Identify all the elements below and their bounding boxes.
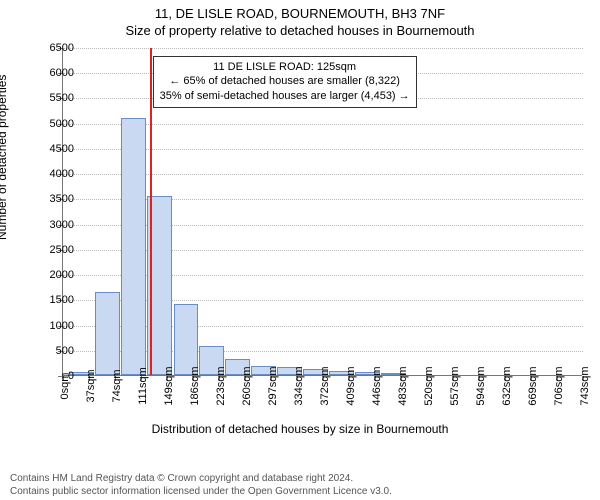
y-tick-label: 1500 — [34, 294, 74, 306]
y-tick-label: 5000 — [34, 118, 74, 130]
y-tick-label: 2500 — [34, 244, 74, 256]
chart-container: Number of detached properties 0sqm37sqm7… — [0, 40, 600, 440]
y-axis-label: Number of detached properties — [0, 75, 9, 240]
y-tick-label: 1000 — [34, 320, 74, 332]
x-tick-label: 260sqm — [241, 366, 253, 405]
x-tick-label: 149sqm — [163, 366, 175, 405]
x-tick-label: 372sqm — [319, 366, 331, 405]
x-tick-label: 74sqm — [111, 369, 123, 402]
histogram-bar — [95, 292, 120, 375]
x-tick-label: 743sqm — [579, 366, 591, 405]
plot-area: 0sqm37sqm74sqm111sqm149sqm186sqm223sqm26… — [62, 48, 582, 376]
gridline — [63, 48, 583, 49]
annotation-line: ← 65% of detached houses are smaller (8,… — [160, 74, 410, 89]
y-tick-label: 3500 — [34, 193, 74, 205]
x-tick-label: 223sqm — [215, 366, 227, 405]
x-tick-label: 520sqm — [423, 366, 435, 405]
x-tick-label: 334sqm — [293, 366, 305, 405]
x-axis-label: Distribution of detached houses by size … — [0, 422, 600, 436]
footer-line-2: Contains public sector information licen… — [10, 485, 590, 498]
x-tick-label: 483sqm — [397, 366, 409, 405]
x-tick-label: 409sqm — [345, 366, 357, 405]
y-tick-label: 4000 — [34, 168, 74, 180]
y-tick-label: 2000 — [34, 269, 74, 281]
x-tick-label: 706sqm — [553, 366, 565, 405]
footer-line-1: Contains HM Land Registry data © Crown c… — [10, 472, 590, 485]
x-tick-label: 186sqm — [189, 366, 201, 405]
y-tick-label: 500 — [34, 345, 74, 357]
histogram-bar — [174, 304, 199, 375]
chart-supertitle: 11, DE LISLE ROAD, BOURNEMOUTH, BH3 7NF — [0, 0, 600, 21]
y-tick-label: 6500 — [34, 42, 74, 54]
x-tick-label: 594sqm — [475, 366, 487, 405]
y-tick-label: 6000 — [34, 67, 74, 79]
y-tick-label: 0 — [34, 370, 74, 382]
y-tick-label: 5500 — [34, 92, 74, 104]
x-tick-label: 297sqm — [267, 366, 279, 405]
annotation-box: 11 DE LISLE ROAD: 125sqm← 65% of detache… — [153, 56, 417, 109]
annotation-line: 11 DE LISLE ROAD: 125sqm — [160, 60, 410, 75]
y-tick-label: 3000 — [34, 219, 74, 231]
x-tick-label: 37sqm — [85, 369, 97, 402]
x-tick-label: 111sqm — [137, 367, 149, 405]
x-tick-label: 446sqm — [371, 366, 383, 405]
histogram-bar — [121, 118, 146, 375]
chart-title: Size of property relative to detached ho… — [0, 21, 600, 38]
x-tick-label: 557sqm — [449, 366, 461, 405]
y-tick-label: 4500 — [34, 143, 74, 155]
annotation-line: 35% of semi-detached houses are larger (… — [160, 89, 410, 104]
attribution-footer: Contains HM Land Registry data © Crown c… — [0, 472, 600, 498]
x-tick-label: 669sqm — [527, 366, 539, 405]
x-tick-label: 632sqm — [501, 366, 513, 405]
